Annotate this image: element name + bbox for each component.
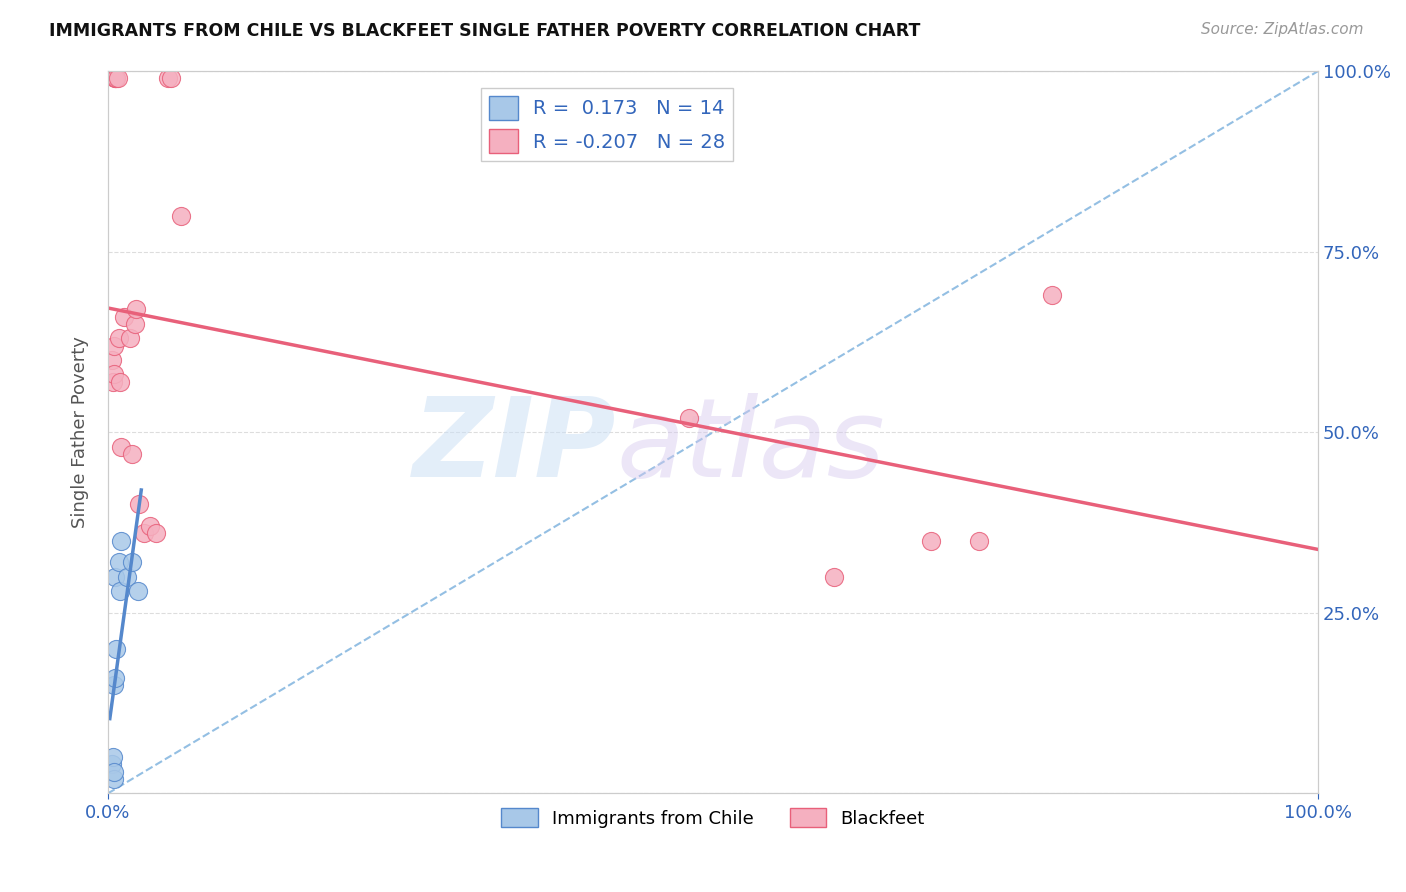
Point bbox=[157, 71, 180, 86]
Point bbox=[169, 209, 191, 223]
Point bbox=[145, 526, 167, 541]
Point bbox=[1040, 288, 1063, 302]
Point bbox=[105, 71, 128, 86]
Point bbox=[124, 317, 146, 331]
Point bbox=[107, 71, 129, 86]
Point bbox=[823, 569, 845, 583]
Point bbox=[104, 671, 127, 685]
Text: atlas: atlas bbox=[616, 393, 884, 500]
Point bbox=[110, 533, 132, 548]
Point bbox=[104, 569, 127, 583]
Point bbox=[139, 519, 162, 533]
Point bbox=[121, 447, 143, 461]
Legend: Immigrants from Chile, Blackfeet: Immigrants from Chile, Blackfeet bbox=[495, 801, 932, 835]
Point bbox=[125, 302, 148, 317]
Point bbox=[117, 569, 139, 583]
Point bbox=[127, 584, 149, 599]
Point bbox=[103, 678, 125, 692]
Point bbox=[101, 375, 124, 389]
Point bbox=[678, 410, 700, 425]
Point bbox=[100, 353, 122, 368]
Point bbox=[969, 533, 991, 548]
Point bbox=[110, 440, 132, 454]
Point bbox=[103, 772, 125, 786]
Point bbox=[108, 375, 131, 389]
Point bbox=[134, 526, 156, 541]
Point bbox=[160, 71, 183, 86]
Text: IMMIGRANTS FROM CHILE VS BLACKFEET SINGLE FATHER POVERTY CORRELATION CHART: IMMIGRANTS FROM CHILE VS BLACKFEET SINGL… bbox=[49, 22, 921, 40]
Point bbox=[121, 555, 143, 569]
Point bbox=[103, 368, 125, 382]
Point bbox=[108, 584, 131, 599]
Point bbox=[100, 757, 122, 772]
Point bbox=[118, 331, 141, 345]
Point bbox=[104, 71, 127, 86]
Text: Source: ZipAtlas.com: Source: ZipAtlas.com bbox=[1201, 22, 1364, 37]
Point bbox=[103, 764, 125, 779]
Point bbox=[128, 498, 150, 512]
Point bbox=[101, 750, 124, 764]
Point bbox=[108, 331, 131, 345]
Text: ZIP: ZIP bbox=[413, 393, 616, 500]
Y-axis label: Single Father Poverty: Single Father Poverty bbox=[72, 336, 89, 528]
Point bbox=[104, 71, 127, 86]
Point bbox=[108, 555, 131, 569]
Point bbox=[112, 310, 135, 324]
Point bbox=[920, 533, 942, 548]
Point bbox=[105, 641, 128, 656]
Point bbox=[103, 338, 125, 352]
